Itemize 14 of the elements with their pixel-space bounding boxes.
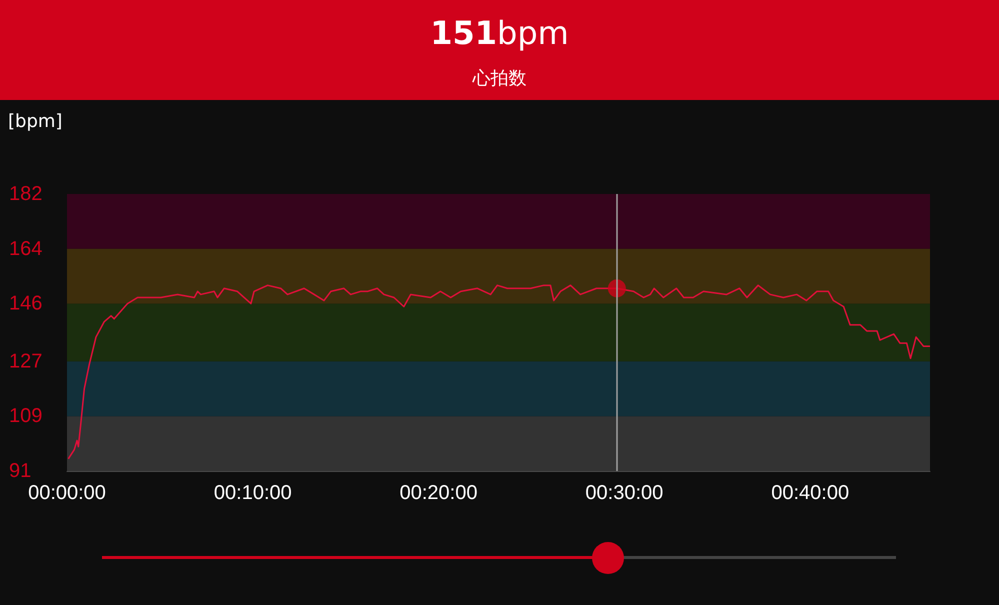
x-tick-label: 00:30:00 bbox=[585, 482, 664, 504]
y-tick-label: 109 bbox=[9, 405, 42, 428]
y-tick-label: 127 bbox=[9, 350, 42, 372]
x-tick-label: 00:40:00 bbox=[771, 482, 850, 504]
x-tick-label: 00:20:00 bbox=[400, 482, 478, 504]
y-tick-label: 91 bbox=[9, 460, 32, 482]
y-tick-label: 164 bbox=[9, 238, 42, 260]
y-axis-title: [bpm] bbox=[8, 111, 62, 132]
chart-title: 151bpm bbox=[429, 14, 570, 52]
x-tick-label: 00:10:00 bbox=[214, 482, 292, 504]
chart-subtitle: 心拍数 bbox=[471, 67, 528, 90]
y-tick-label: 146 bbox=[9, 292, 42, 315]
y-tick-label: 182 bbox=[9, 183, 42, 205]
x-tick-label: 00:00:00 bbox=[28, 482, 106, 504]
